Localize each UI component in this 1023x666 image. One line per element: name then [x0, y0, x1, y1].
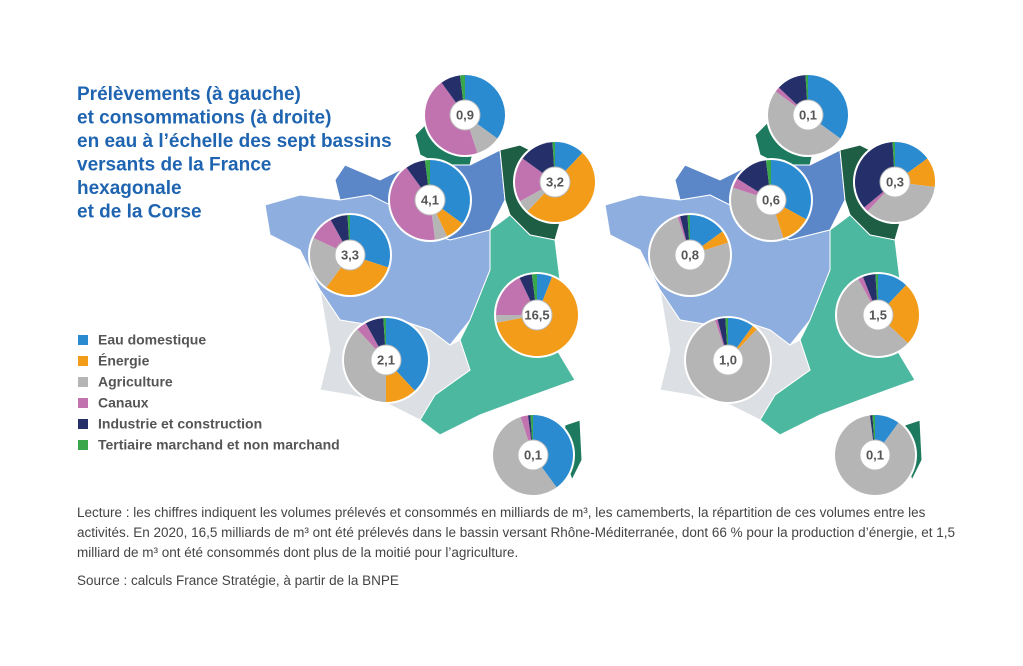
title-line: en eau à l’échelle des sept bassins [77, 131, 392, 152]
pie-label: 2,1 [377, 353, 395, 368]
pie-slice [867, 182, 935, 223]
pie-label: 16,5 [524, 308, 549, 323]
pie: 3,3 [308, 213, 392, 297]
pie-center [449, 99, 481, 131]
legend-swatch [78, 335, 88, 345]
pie-label: 0,3 [886, 175, 904, 190]
pie-slice [326, 255, 389, 295]
pie-center [334, 239, 366, 271]
legend-swatch [78, 398, 88, 408]
caption: Lecture : les chiffres indiquent les vol… [77, 505, 956, 560]
legend-swatch [78, 419, 88, 429]
legend-label: Agriculture [98, 374, 173, 390]
pie: 0,9 [423, 73, 507, 157]
pie: 0,3 [853, 140, 937, 224]
pie: 0,6 [729, 158, 813, 242]
legend-swatch [78, 356, 88, 366]
legend-label: Industrie et construction [98, 416, 262, 432]
source: Source : calculs France Stratégie, à par… [77, 573, 399, 588]
pie-center [517, 439, 549, 471]
pie-label: 0,1 [866, 448, 884, 463]
legend-label: Énergie [98, 353, 150, 369]
pie-center [879, 166, 911, 198]
legend-swatch [78, 377, 88, 387]
pie-slice [344, 329, 386, 402]
legend-label: Canaux [98, 395, 149, 411]
pie-center [370, 344, 402, 376]
pie-slice [854, 142, 895, 208]
pie-slice [515, 158, 555, 202]
pie-label: 0,1 [799, 108, 817, 123]
pie-label: 1,5 [869, 308, 887, 323]
pie-center [674, 239, 706, 271]
pie-label: 0,1 [524, 448, 542, 463]
pie-center [862, 299, 894, 331]
pie-label: 4,1 [421, 193, 439, 208]
pie-slice [808, 75, 848, 139]
pie-center [539, 166, 571, 198]
pie-center [712, 344, 744, 376]
pie-slice [533, 415, 574, 488]
pie-slice [386, 318, 428, 391]
title-line: hexagonale [77, 178, 182, 199]
title-line: versants de la France [77, 155, 271, 176]
legend-label: Eau domestique [98, 332, 206, 348]
pie-label: 0,8 [681, 248, 699, 263]
pie-center [859, 439, 891, 471]
pie-slice [430, 160, 471, 224]
title-line: Prélèvements (à gauche) [77, 84, 301, 105]
pie-label: 3,2 [546, 175, 564, 190]
pie-center [792, 99, 824, 131]
pie: 3,2 [513, 140, 597, 224]
pie-label: 3,3 [341, 248, 359, 263]
pie: 0,1 [766, 73, 850, 157]
legend-swatch [78, 440, 88, 450]
pie-center [755, 184, 787, 216]
title-line: et de la Corse [77, 202, 202, 223]
pie-label: 0,9 [456, 108, 474, 123]
pie: 1,5 [835, 272, 921, 358]
pie: 4,1 [388, 158, 472, 242]
pie: 0,8 [648, 213, 732, 297]
pie-slice [390, 167, 436, 240]
pie-label: 0,6 [762, 193, 780, 208]
pie: 0,1 [833, 413, 917, 497]
pie-center [521, 299, 553, 331]
pie: 1,0 [684, 316, 772, 404]
pie: 2,1 [342, 316, 430, 404]
pie: 16,5 [494, 272, 580, 358]
pie: 0,1 [491, 413, 575, 497]
pie-slice [878, 285, 919, 344]
pie-center [414, 184, 446, 216]
title-line: et consommations (à droite) [77, 108, 331, 129]
pie-label: 1,0 [719, 353, 737, 368]
legend-label: Tertiaire marchand et non marchand [98, 437, 340, 453]
pie-slice [465, 75, 505, 139]
